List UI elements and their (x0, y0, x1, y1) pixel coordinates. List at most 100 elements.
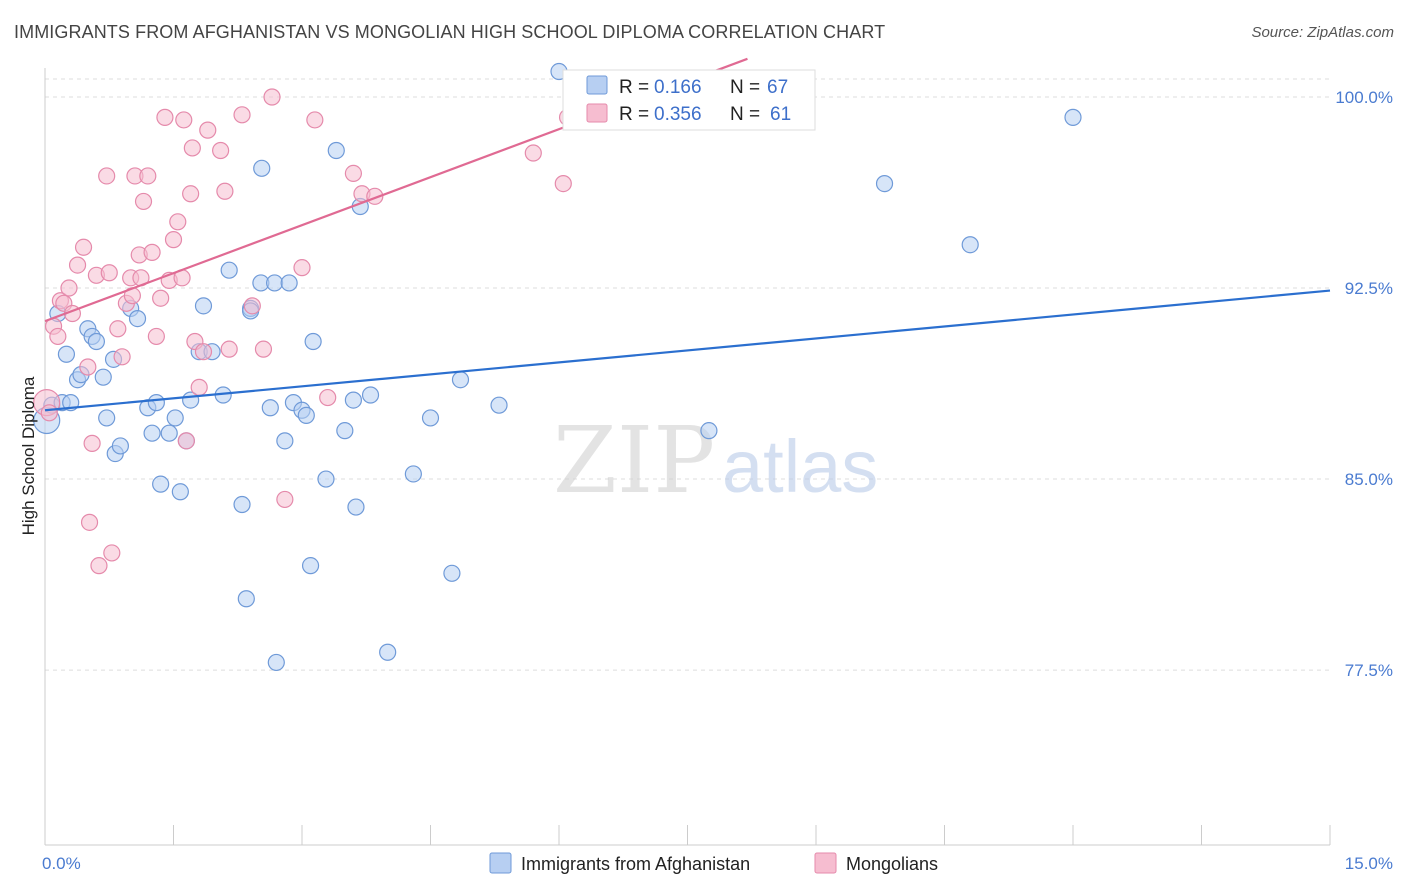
afghanistan-point (111, 437, 129, 455)
afghanistan-point (261, 399, 279, 417)
afghanistan-point (304, 332, 322, 351)
legend-n-value-2: 61 (770, 104, 791, 125)
afghanistan-point (57, 345, 76, 363)
mongolians-point (175, 111, 193, 129)
x-tick-label-min: 0.0% (42, 854, 81, 873)
series-legend-label-afghanistan: Immigrants from Afghanistan (521, 854, 750, 874)
grid-lines (45, 78, 1330, 671)
legend-r-value-2: 0.356 (654, 104, 702, 125)
afghanistan-point (152, 475, 170, 493)
afghanistan-point (233, 495, 251, 514)
afghanistan-point (443, 564, 461, 582)
mongolians-point (199, 121, 217, 139)
afghanistan-point (297, 406, 315, 424)
mongolians-point (90, 557, 108, 575)
afghanistan-point (94, 368, 112, 386)
mongolians-point (306, 111, 324, 129)
mongolians-point (83, 434, 101, 452)
afghanistan-point (128, 309, 147, 328)
afghanistan-point (490, 396, 508, 414)
mongolians-point (216, 182, 234, 200)
afghanistan-point (171, 483, 189, 501)
series-legend-swatch-afghanistan (489, 852, 512, 874)
afghanistan-point (451, 371, 470, 389)
watermark-atlas: atlas (722, 425, 878, 508)
source-label: Source: ZipAtlas.com (1251, 24, 1394, 41)
afghanistan-point (237, 590, 255, 608)
mongolians-point (68, 256, 87, 274)
afghanistan-trend-line (44, 289, 1331, 412)
mongolians-point (143, 243, 161, 261)
mongolians-point (263, 88, 281, 106)
mongolians-point (190, 378, 208, 396)
afghanistan-point (421, 409, 440, 427)
afghanistan-point (160, 424, 178, 442)
mongolians-point (113, 348, 131, 366)
mongolians-point (169, 213, 187, 231)
legend-r-label-1: R = (619, 77, 649, 98)
mongolians-point (100, 264, 118, 282)
mongolians-point (49, 327, 67, 346)
series-legend-swatch-mongolians (814, 852, 837, 874)
afghanistan-point (347, 498, 365, 516)
afghanistan-point (961, 236, 979, 254)
legend-n-label-2: N = (730, 104, 760, 125)
mongolians-point (134, 192, 153, 211)
x-tick-labels: 0.0% 15.0% (42, 854, 1393, 873)
series-mongolians-points (33, 88, 577, 575)
y-tick-label: 77.5% (1345, 661, 1393, 680)
mongolians-point (194, 343, 213, 361)
mongolians-point (220, 340, 238, 358)
afghanistan-point (280, 274, 298, 292)
x-tick-label-max: 15.0% (1345, 854, 1393, 873)
mongolians-point (156, 108, 174, 126)
y-tick-label: 100.0% (1335, 88, 1393, 107)
legend-n-value-1: 67 (767, 77, 788, 98)
mongolians-point (276, 490, 294, 509)
afghanistan-point (361, 386, 380, 404)
series-legend-label-mongolians: Mongolians (846, 854, 938, 874)
mongolians-point (182, 185, 200, 203)
y-tick-label: 92.5% (1345, 279, 1393, 298)
afghanistan-point (265, 274, 284, 292)
afghanistan-point (301, 557, 320, 575)
afghanistan-point (166, 409, 184, 427)
mongolians-point (293, 259, 311, 277)
mongolians-point (152, 289, 170, 307)
afghanistan-point (194, 297, 213, 315)
mongolians-point (80, 513, 99, 531)
mongolians-point (254, 340, 273, 358)
afghanistan-point (147, 394, 165, 412)
afghanistan-point (336, 422, 354, 440)
stats-legend: R = 0.166 N = 67 R = 0.356 N = 61 (562, 69, 816, 131)
mongolians-point (103, 544, 121, 562)
mongolians-point (74, 238, 93, 256)
y-axis-label: High School Diploma (19, 376, 38, 535)
afghanistan-point (267, 653, 285, 672)
afghanistan-point (220, 261, 238, 279)
afghanistan-point (327, 141, 345, 160)
mongolians-point (344, 164, 362, 183)
y-tick-label: 85.0% (1345, 470, 1393, 489)
afghanistan-point (1064, 108, 1082, 126)
afghanistan-point (317, 470, 335, 488)
afghanistan-point (98, 409, 116, 427)
watermark-zip: ZIP (553, 407, 715, 514)
mongolians-point (147, 327, 165, 346)
mongolians-point (319, 388, 337, 407)
legend-swatch-blue (586, 75, 608, 95)
series-legend: Immigrants from Afghanistan Mongolians (489, 852, 938, 874)
afghanistan-point (143, 424, 161, 442)
axes (44, 68, 1331, 846)
chart-title: IMMIGRANTS FROM AFGHANISTAN VS MONGOLIAN… (14, 22, 886, 42)
mongolians-point (79, 358, 97, 376)
mongolians-point (40, 404, 58, 422)
mongolians-point (554, 174, 572, 193)
mongolians-point (212, 141, 230, 160)
afghanistan-point (276, 432, 294, 450)
afghanistan-point (253, 159, 271, 177)
mongolians-point (524, 144, 542, 162)
legend-r-value-1: 0.166 (654, 77, 702, 98)
afghanistan-point (87, 332, 106, 351)
